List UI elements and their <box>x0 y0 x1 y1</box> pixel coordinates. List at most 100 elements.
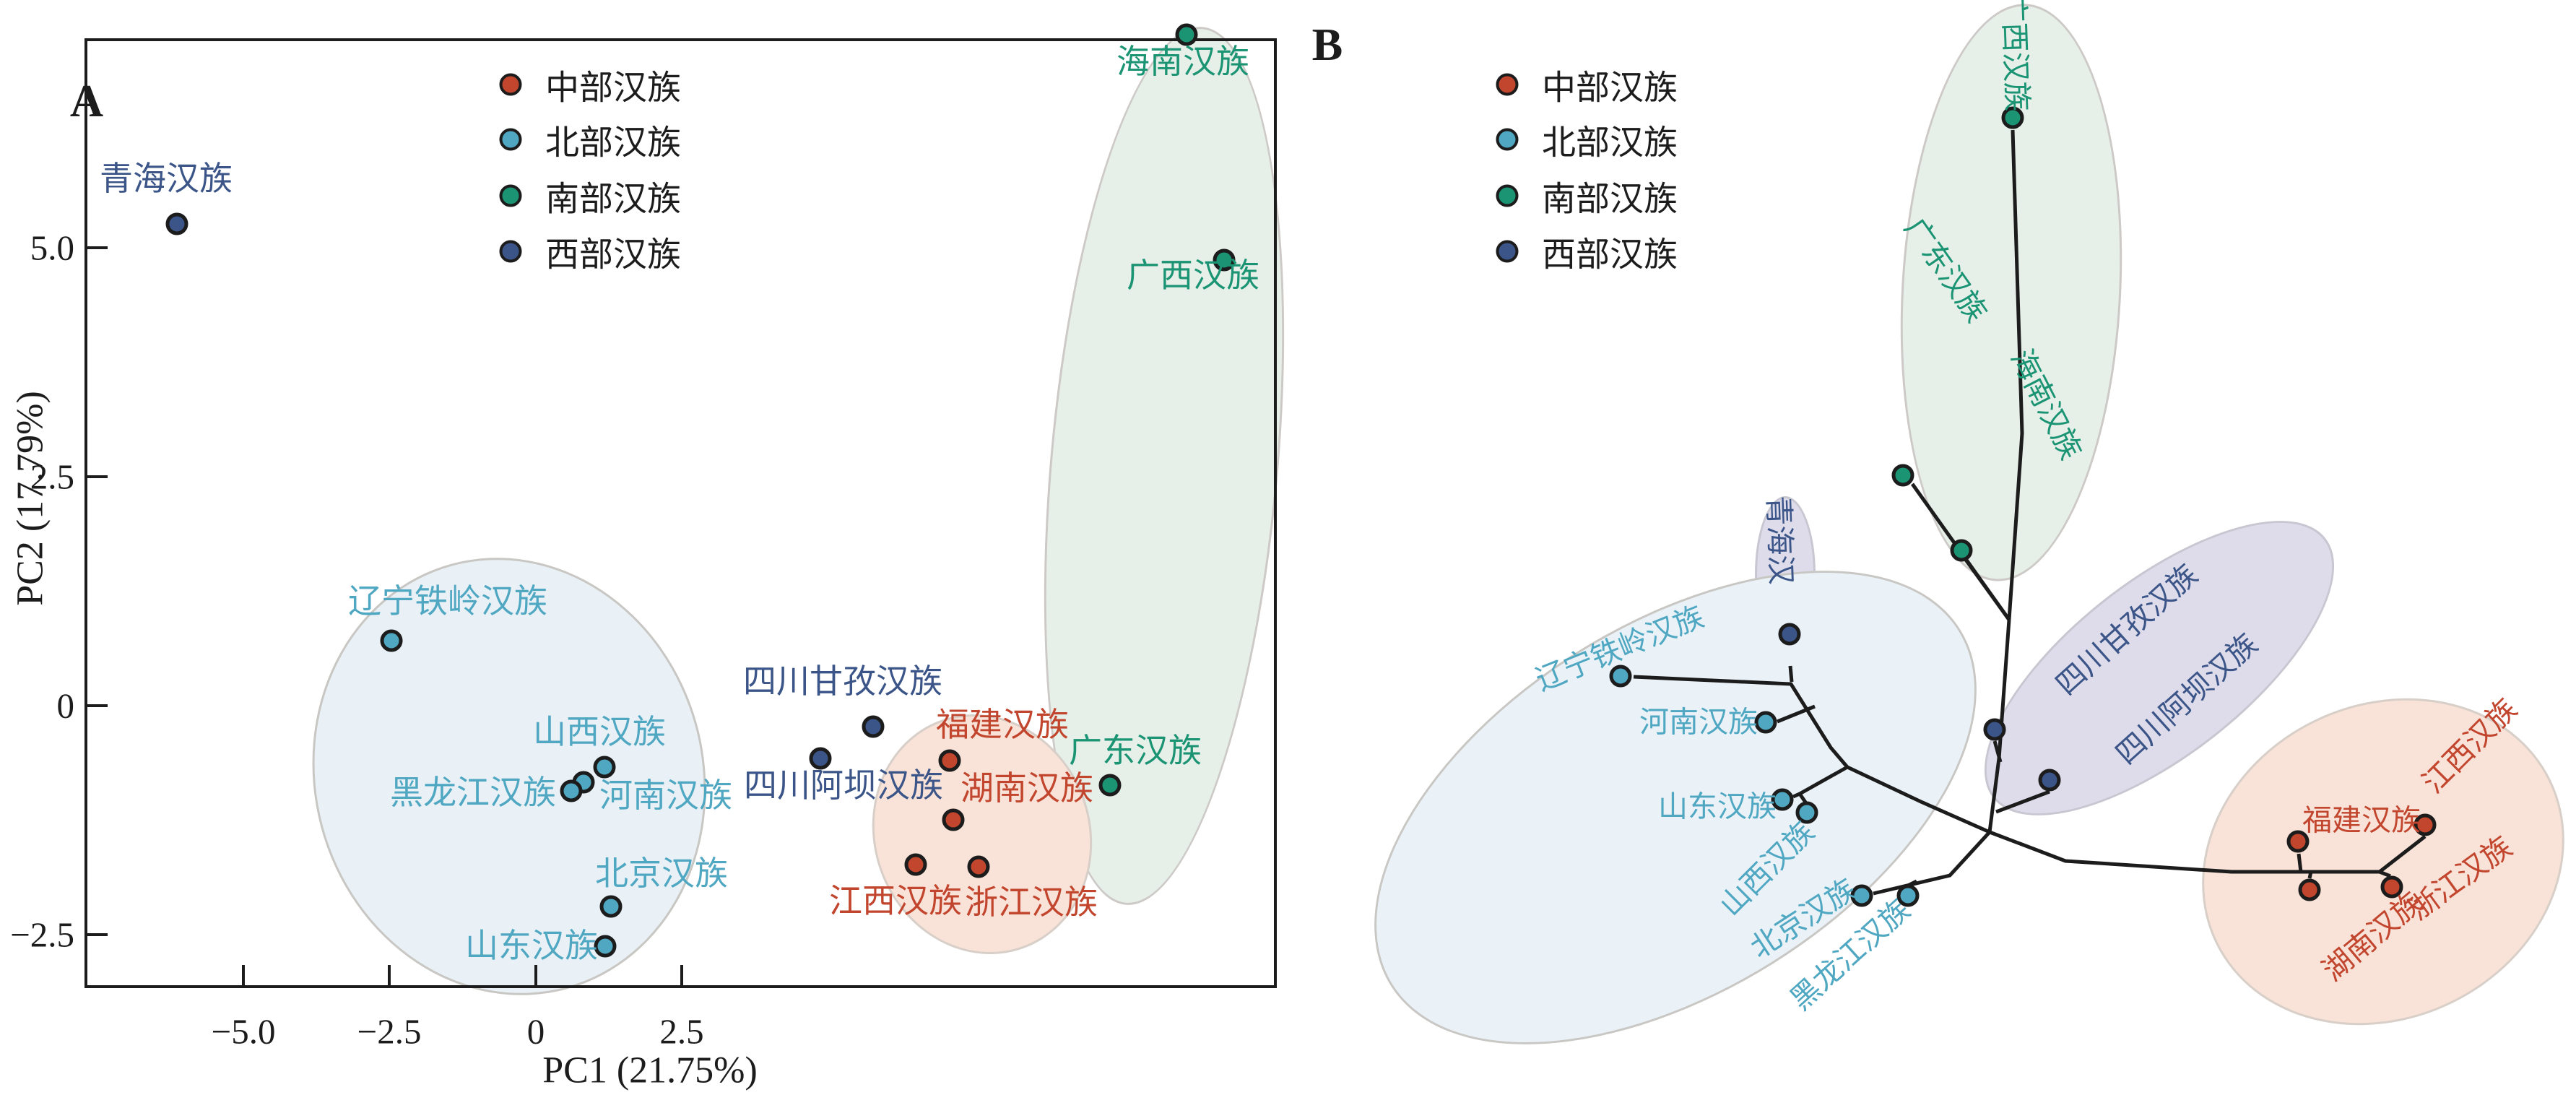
panel-a-xtick-−5.0 <box>242 965 245 985</box>
panel-b-label-广西汉族: 广西汉族 <box>1996 0 2034 112</box>
panel-b-point-江西汉族 <box>2414 813 2437 836</box>
panel-a-label-黑龙江汉族: 黑龙江汉族 <box>390 774 556 811</box>
panel-a-letter: A <box>69 75 104 126</box>
panel-a-legend-label-south: 南部汉族 <box>545 181 681 219</box>
panel-b-point-四川甘孜汉族 <box>1983 718 2006 741</box>
panel-a-label-江西汉族: 江西汉族 <box>829 883 962 919</box>
panel-a-legend-label-central: 中部汉族 <box>545 69 681 108</box>
panel-a-label-山东汉族: 山东汉族 <box>465 927 598 964</box>
panel-a-label-广西汉族: 广西汉族 <box>1127 257 1259 294</box>
panel-a-point-辽宁铁岭汉族 <box>380 629 403 652</box>
panel-b-point-广东汉族 <box>1891 464 1914 487</box>
panel-b-point-福建汉族 <box>2286 830 2310 853</box>
panel-a-ytick-label-−2.5: −2.5 <box>10 914 74 955</box>
panel-b-branch-10 <box>1873 831 1991 896</box>
panel-a-ytick-2.5 <box>87 475 108 478</box>
panel-b-point-浙江汉族 <box>2380 875 2403 899</box>
panel-a-label-浙江汉族: 浙江汉族 <box>965 884 1098 921</box>
panel-b-point-海南汉族 <box>1950 539 1973 562</box>
panel-a-legend-swatch-north <box>499 128 522 151</box>
panel-a-ytick-5.0 <box>87 246 108 249</box>
panel-a-ytick-−2.5 <box>87 933 108 936</box>
panel-a-point-四川甘孜汉族 <box>862 715 885 738</box>
panel-b-letter: B <box>1311 19 1343 70</box>
panel-b-label-山东汉族: 山东汉族 <box>1658 789 1777 823</box>
panel-b-point-山东汉族 <box>1771 788 1794 811</box>
panel-a-ytick-label-5.0: 5.0 <box>30 228 74 268</box>
panel-a-label-福建汉族: 福建汉族 <box>936 706 1069 743</box>
panel-b-branch-8 <box>2307 871 2313 879</box>
panel-b-point-黑龙江汉族 <box>1896 884 1920 907</box>
panel-b-branch-15 <box>1788 665 1794 683</box>
panel-a-legend-label-west: 西部汉族 <box>545 236 681 274</box>
panel-b-legend-swatch-central <box>1496 73 1519 96</box>
panel-b-label-福建汉族: 福建汉族 <box>2302 803 2421 837</box>
panel-a-label-广东汉族: 广东汉族 <box>1069 732 1202 769</box>
panel-b-legend-swatch-west <box>1496 240 1519 263</box>
panel-b-legend-swatch-south <box>1496 184 1519 207</box>
panel-a-label-四川阿坝汉族: 四川阿坝汉族 <box>744 767 943 804</box>
panel-a-xtick-−2.5 <box>388 965 391 985</box>
panel-b-point-山西汉族 <box>1795 801 1818 824</box>
panel-a-point-广西汉族 <box>1213 248 1236 272</box>
panel-a-legend-swatch-central <box>499 73 522 96</box>
panel-a-xtick-label-−2.5: −2.5 <box>357 1011 422 1052</box>
panel-a-ytick-label-2.5: 2.5 <box>30 456 74 497</box>
panel-a-xtick-label-−5.0: −5.0 <box>211 1011 276 1052</box>
panel-a-point-北京汉族 <box>599 895 623 918</box>
panel-b-point-湖南汉族 <box>2298 878 2321 901</box>
panel-a-point-青海汉族 <box>165 212 188 235</box>
panel-a-point-浙江汉族 <box>967 855 990 878</box>
panel-a-x-axis-title: PC1 (21.75%) <box>542 1049 758 1091</box>
panel-a-label-四川甘孜汉族: 四川甘孜汉族 <box>743 663 942 700</box>
panel-a-point-山西汉族 <box>593 756 616 779</box>
panel-b-branch-2 <box>1964 558 2011 621</box>
panel-a-point-江西汉族 <box>904 853 927 876</box>
panel-a-ytick-0 <box>87 704 108 707</box>
panel-a-label-山西汉族: 山西汉族 <box>533 714 666 750</box>
panel-a-ytick-label-0: 0 <box>56 685 75 726</box>
panel-a-point-福建汉族 <box>938 749 961 772</box>
panel-b-legend-label-west: 西部汉族 <box>1542 236 1678 274</box>
panel-a-label-湖南汉族: 湖南汉族 <box>960 770 1093 807</box>
panel-b-label-青海汉: 青海汉 <box>1761 495 1798 586</box>
panel-b-branch-7 <box>2297 853 2303 873</box>
panel-a-point-海南汉族 <box>1175 23 1198 46</box>
panel-b-branch-12 <box>1846 765 1991 834</box>
panel-b-point-河南汉族 <box>1754 711 1777 734</box>
panel-b-branch-4 <box>1992 740 2003 763</box>
panel-b-point-四川阿坝汉族 <box>2038 769 2061 792</box>
panel-a-plot-frame <box>84 38 1277 988</box>
panel-b-branch-0 <box>2007 129 2024 620</box>
panel-a-point-广东汉族 <box>1098 774 1122 797</box>
panel-b-legend-label-north: 北部汉族 <box>1542 124 1678 163</box>
panel-a-point-湖南汉族 <box>942 808 965 831</box>
panel-a-point-黑龙江汉族 <box>560 779 583 802</box>
panel-b-point-青海汉 <box>1778 623 1801 646</box>
panel-b-branch-9 <box>2379 870 2391 878</box>
panel-a-label-海南汉族: 海南汉族 <box>1116 43 1249 80</box>
panel-a-label-河南汉族: 河南汉族 <box>599 777 732 814</box>
panel-a-legend-label-north: 北部汉族 <box>545 124 681 163</box>
panel-b-point-北京汉族 <box>1850 884 1873 907</box>
panel-a-xtick-0 <box>534 965 537 985</box>
panel-b-branch-6 <box>1989 830 2427 874</box>
panel-b-branch-5 <box>1995 789 2050 814</box>
panel-b-legend-label-central: 中部汉族 <box>1542 69 1678 108</box>
panel-b-legend-swatch-north <box>1496 128 1519 151</box>
panel-a-xtick-2.5 <box>680 965 683 985</box>
panel-a-legend-swatch-west <box>499 240 522 263</box>
panel-a-point-山东汉族 <box>594 935 617 958</box>
panel-a-xtick-label-0: 0 <box>526 1011 545 1052</box>
panel-a-label-青海汉族: 青海汉族 <box>100 160 233 197</box>
panel-b-branch-13 <box>1633 675 1849 769</box>
panel-b-label-河南汉族: 河南汉族 <box>1639 705 1758 739</box>
panel-b-point-广西汉族 <box>2001 106 2024 129</box>
panel-b-branch-14 <box>1777 704 1816 724</box>
panel-a-label-北京汉族: 北京汉族 <box>595 855 728 892</box>
panel-a-xtick-label-2.5: 2.5 <box>659 1011 704 1052</box>
panel-b-legend-label-south: 南部汉族 <box>1542 181 1678 219</box>
panel-b-branch-16 <box>1792 765 1849 799</box>
